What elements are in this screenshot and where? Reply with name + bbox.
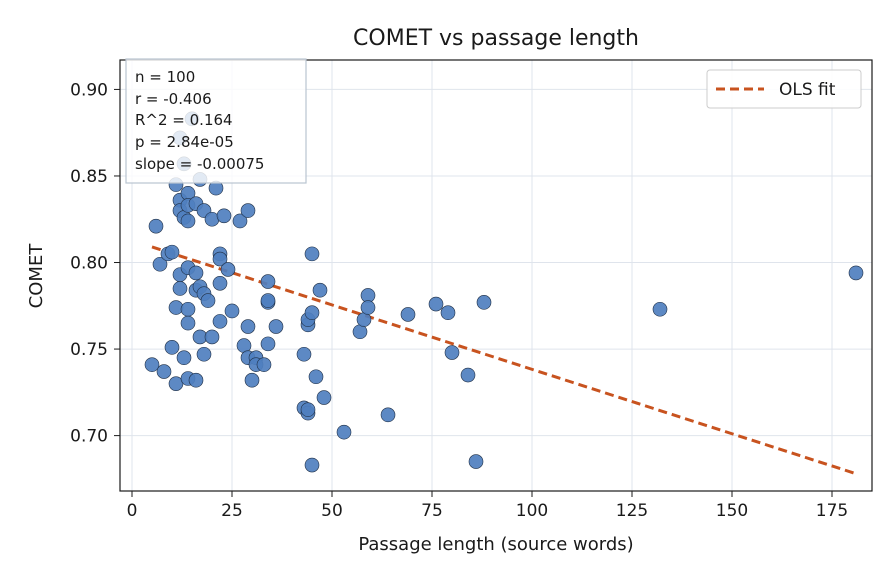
scatter-point	[260, 293, 276, 308]
scatter-point	[268, 319, 284, 334]
legend-frame	[706, 69, 862, 109]
x-tick-label: 125	[616, 501, 648, 521]
y-tick-label: 0.75	[70, 340, 108, 360]
scatter-point	[300, 402, 316, 417]
scatter-point	[156, 364, 172, 379]
scatter-point	[316, 390, 332, 405]
scatter-point	[400, 307, 416, 322]
scatter-point	[468, 454, 484, 469]
scatter-point	[336, 424, 352, 440]
scatter-point	[260, 274, 276, 289]
scatter-point	[304, 246, 320, 262]
scatter-point	[224, 303, 240, 319]
scatter-point	[180, 213, 196, 229]
x-tick-label: 25	[221, 501, 243, 521]
legend: OLS fit	[706, 69, 862, 109]
x-tick-label: 75	[421, 501, 443, 521]
scatter-point	[304, 305, 320, 321]
scatter-point	[244, 372, 260, 388]
x-tick-label: 175	[816, 501, 848, 521]
legend-label-ols-fit: OLS fit	[779, 80, 836, 100]
scatter-point	[204, 329, 220, 345]
scatter-point	[188, 372, 204, 388]
scatter-point	[180, 315, 196, 331]
y-tick-label: 0.80	[70, 254, 108, 274]
scatter-point	[256, 357, 272, 372]
scatter-points	[144, 111, 864, 473]
scatter-point	[460, 367, 476, 383]
scatter-point	[144, 357, 160, 372]
scatter-point	[212, 251, 228, 267]
scatter-point	[848, 265, 864, 281]
scatter-point	[296, 346, 312, 362]
x-tick-label: 0	[127, 501, 138, 521]
stats-box-frame	[125, 58, 307, 184]
scatter-point	[212, 275, 228, 291]
scatter-point	[308, 369, 324, 385]
scatter-point	[476, 295, 492, 310]
scatter-point	[240, 319, 256, 334]
scatter-point	[232, 213, 248, 229]
scatter-point	[444, 345, 460, 360]
y-tick-label: 0.90	[70, 80, 108, 100]
scatter-point	[240, 203, 256, 218]
x-tick-label: 150	[716, 501, 748, 521]
scatter-point	[152, 256, 168, 272]
stats-line-slope: slope = -0.00075	[135, 155, 264, 173]
scatter-point	[304, 457, 320, 473]
scatter-point	[164, 244, 180, 260]
x-tick-label: 100	[516, 501, 548, 521]
y-axis-label: COMET	[26, 243, 47, 309]
scatter-point	[380, 407, 396, 423]
scatter-point	[180, 301, 196, 317]
x-axis-label: Passage length (source words)	[358, 534, 633, 555]
scatter-point	[176, 350, 192, 366]
x-tick-label: 50	[321, 501, 343, 521]
scatter-point	[428, 296, 444, 312]
scatter-point	[216, 208, 232, 224]
scatter-point	[220, 262, 236, 277]
scatter-point	[196, 346, 212, 362]
scatter-point	[260, 336, 276, 352]
chart-title: COMET vs passage length	[353, 26, 639, 51]
scatter-point	[312, 282, 328, 298]
stats-line-r2: R^2 = 0.164	[135, 111, 233, 129]
stats-line-n: n = 100	[135, 68, 195, 86]
ols-fit-line	[151, 245, 857, 476]
stats-line-r: r = -0.406	[135, 90, 212, 108]
plot-area-frame	[119, 59, 873, 492]
scatter-point	[172, 281, 188, 296]
y-tick-label: 0.85	[70, 167, 108, 187]
y-tick-label: 0.70	[70, 427, 108, 447]
scatter-point	[164, 340, 180, 355]
scatter-point	[200, 293, 216, 308]
scatter-point	[360, 300, 376, 315]
stats-line-p: p = 2.84e-05	[135, 133, 234, 151]
scatter-point	[212, 314, 228, 329]
axis-ticks: 0 25 50 75 100 125 150 175 0.70 0.75 0.80 0.85 0.90	[70, 80, 848, 521]
scatter-point	[652, 301, 668, 317]
scatter-point	[148, 218, 164, 234]
scatter-point	[188, 265, 204, 281]
scatter-point	[440, 305, 456, 321]
stats-box: n = 100 r = -0.406 R^2 = 0.164 p = 2.84e…	[125, 58, 307, 184]
scatter-point	[168, 300, 184, 315]
